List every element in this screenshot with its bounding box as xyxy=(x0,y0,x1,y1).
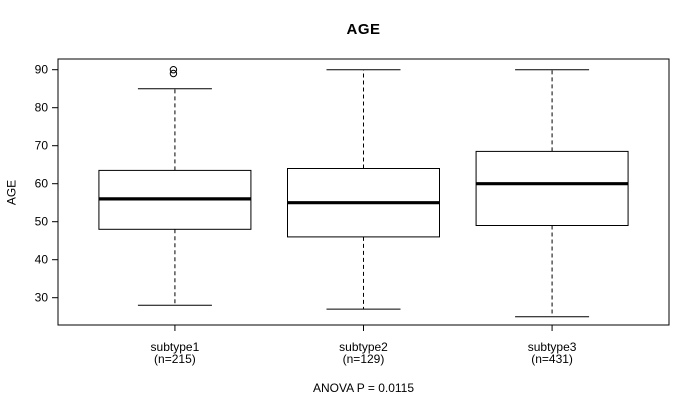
anova-annotation: ANOVA P = 0.0115 xyxy=(312,381,415,395)
group-name: subtype3 xyxy=(527,340,577,354)
x-axis-label-subtype1: subtype1 (n=215) xyxy=(100,340,250,366)
group-count: (n=129) xyxy=(342,351,385,366)
group-name: subtype1 xyxy=(150,340,200,354)
y-tick-label: 30 xyxy=(35,291,49,305)
group-count: (n=215) xyxy=(154,351,196,366)
group-count: (n=431) xyxy=(531,351,573,366)
x-axis-label-subtype2: subtype2 (n=129) xyxy=(289,340,439,366)
y-tick-label: 70 xyxy=(35,139,49,153)
y-tick-label: 50 xyxy=(35,215,49,229)
y-tick-label: 60 xyxy=(35,177,49,191)
iqr-box xyxy=(475,150,629,226)
outlier-point xyxy=(169,66,178,74)
outlier-point xyxy=(169,69,178,78)
chart-title: AGE xyxy=(346,21,381,38)
x-axis-label-subtype3: subtype3 (n=431) xyxy=(477,340,627,366)
y-tick-label: 40 xyxy=(35,253,49,267)
y-tick-label: 80 xyxy=(35,101,49,115)
group-name: subtype2 xyxy=(339,340,388,354)
y-tick-label: 90 xyxy=(35,63,49,77)
